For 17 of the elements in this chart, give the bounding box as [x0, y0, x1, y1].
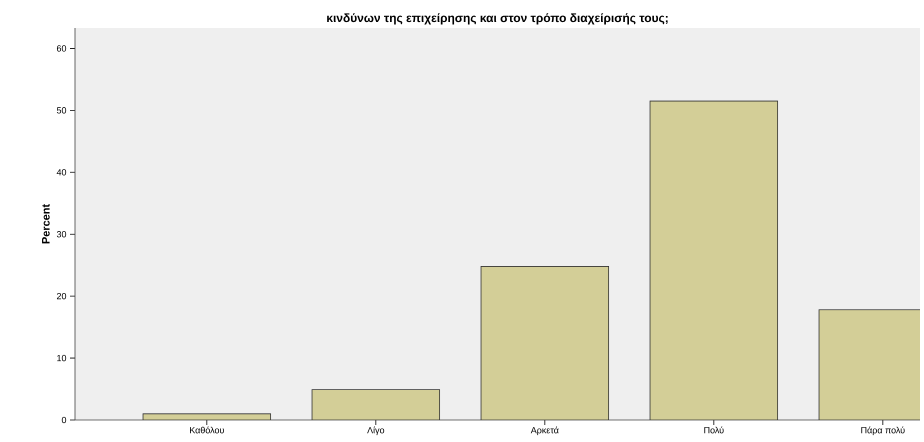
y-tick-label: 10 [57, 354, 66, 362]
x-tick-label: Λίγο [367, 426, 384, 436]
y-tick-label: 40 [56, 169, 66, 176]
x-tick-label: Καθόλου [190, 426, 224, 434]
bar [650, 100, 778, 420]
x-tick-label: Αρκετά [530, 426, 559, 436]
y-tick-label: 60 [56, 45, 66, 52]
bar [312, 389, 440, 420]
bar [480, 266, 610, 420]
y-tick-label: 50 [56, 107, 66, 114]
y-tick-label: 0 [62, 416, 66, 424]
y-tick-label: 30 [56, 231, 66, 238]
y-axis-title: Percent [42, 204, 50, 244]
x-tick-label: Πάρα πολύ [861, 426, 905, 436]
chart-title: κινδύνων της επιχείρησης και στον τρόπο διαχείρισής τους; [327, 13, 668, 24]
x-tick-label: Πολύ [704, 426, 724, 434]
y-tick-label: 20 [56, 292, 66, 300]
